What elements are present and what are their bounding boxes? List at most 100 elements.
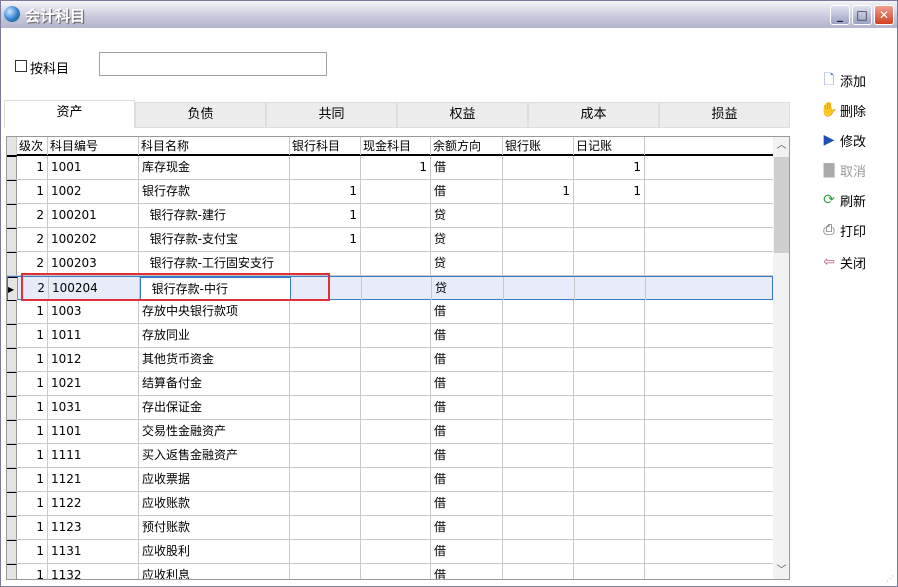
- table-row[interactable]: ▶ 2 100204 银行存款-中行贷: [7, 276, 773, 300]
- action-button-1[interactable]: ✋ 删除: [820, 99, 866, 121]
- row-indicator[interactable]: [7, 324, 17, 347]
- cell-level[interactable]: 1: [17, 540, 48, 563]
- cell-name[interactable]: 银行存款: [139, 180, 290, 203]
- cell-bank-ledger[interactable]: [503, 444, 574, 467]
- cell-balance-direction[interactable]: 贷: [431, 228, 503, 251]
- cell-bank-subject[interactable]: [290, 492, 361, 515]
- column-header-balance-direction[interactable]: 余额方向: [431, 137, 503, 155]
- cell-cash-subject[interactable]: [361, 444, 431, 467]
- cell-code[interactable]: 1001: [48, 156, 139, 179]
- cell-bank-ledger[interactable]: 1: [503, 180, 574, 203]
- cell-cash-subject[interactable]: [361, 252, 431, 275]
- action-button-0[interactable]: 🗋 添加: [820, 69, 866, 91]
- column-header-code[interactable]: 科目编号: [48, 137, 139, 155]
- cell-bank-subject[interactable]: [290, 444, 361, 467]
- tab-3[interactable]: 权益: [397, 102, 528, 128]
- cell-bank-ledger[interactable]: [503, 204, 574, 227]
- cell-balance-direction[interactable]: 借: [431, 300, 503, 323]
- cell-balance-direction[interactable]: 借: [431, 444, 503, 467]
- by-subject-label[interactable]: 按科目: [30, 62, 70, 77]
- column-header-bank-ledger[interactable]: 银行账: [503, 137, 574, 155]
- cell-journal[interactable]: 1: [574, 156, 645, 179]
- cell-balance-direction[interactable]: 借: [431, 420, 503, 443]
- cell-cash-subject[interactable]: [361, 348, 431, 371]
- cell-bank-subject[interactable]: [290, 348, 361, 371]
- cell-bank-ledger[interactable]: [503, 396, 574, 419]
- table-row[interactable]: 1 1012 其他货币资金 借: [7, 348, 773, 372]
- cell-bank-ledger[interactable]: [503, 420, 574, 443]
- cell-bank-ledger[interactable]: [503, 516, 574, 539]
- cell-bank-subject[interactable]: [290, 300, 361, 323]
- cell-bank-subject[interactable]: [290, 420, 361, 443]
- cell-name[interactable]: 存出保证金: [139, 396, 290, 419]
- cell-bank-ledger[interactable]: [503, 300, 574, 323]
- tab-2[interactable]: 共同: [266, 102, 397, 128]
- cell-code[interactable]: 1002: [48, 180, 139, 203]
- row-indicator[interactable]: [7, 156, 17, 179]
- cell-level[interactable]: 1: [17, 564, 48, 579]
- cell-code[interactable]: 100204: [49, 277, 140, 300]
- cell-bank-subject[interactable]: [290, 564, 361, 579]
- cell-level[interactable]: 1: [17, 180, 48, 203]
- cell-code[interactable]: 1101: [48, 420, 139, 443]
- row-indicator[interactable]: [7, 540, 17, 563]
- table-row[interactable]: 1 1021 结算备付金 借: [7, 372, 773, 396]
- cell-balance-direction[interactable]: 借: [431, 492, 503, 515]
- subject-filter-input[interactable]: [99, 52, 327, 76]
- tab-4[interactable]: 成本: [528, 102, 659, 128]
- table-row[interactable]: 1 1123 预付账款 借: [7, 516, 773, 540]
- cell-balance-direction[interactable]: 借: [431, 180, 503, 203]
- cell-bank-subject[interactable]: [290, 252, 361, 275]
- cell-cash-subject[interactable]: [361, 468, 431, 491]
- cell-cash-subject[interactable]: [361, 372, 431, 395]
- scroll-thumb[interactable]: [774, 157, 789, 253]
- cell-cash-subject[interactable]: [361, 396, 431, 419]
- cell-code[interactable]: 1011: [48, 324, 139, 347]
- cell-journal[interactable]: [574, 516, 645, 539]
- row-indicator[interactable]: [7, 468, 17, 491]
- cell-name[interactable]: 银行存款-支付宝: [139, 228, 290, 251]
- maximize-button[interactable]: □: [852, 5, 872, 25]
- by-subject-checkbox[interactable]: [15, 60, 27, 72]
- cell-bank-ledger[interactable]: [503, 372, 574, 395]
- action-button-3[interactable]: ▇ 取消: [820, 159, 866, 181]
- table-row[interactable]: 1 1011 存放同业 借: [7, 324, 773, 348]
- cell-cash-subject[interactable]: [361, 540, 431, 563]
- column-header-cash-subject[interactable]: 现金科目: [361, 137, 431, 155]
- cell-code[interactable]: 1031: [48, 396, 139, 419]
- row-indicator[interactable]: ▶: [8, 277, 18, 300]
- row-indicator[interactable]: [7, 492, 17, 515]
- action-button-6[interactable]: ⇦ 关闭: [820, 251, 866, 273]
- cell-code[interactable]: 1122: [48, 492, 139, 515]
- cell-bank-ledger[interactable]: [503, 564, 574, 579]
- cell-code[interactable]: 1012: [48, 348, 139, 371]
- tab-1[interactable]: 负债: [135, 102, 266, 128]
- cell-name[interactable]: 其他货币资金: [139, 348, 290, 371]
- cell-bank-subject[interactable]: [291, 277, 362, 300]
- table-row[interactable]: 2 100201 银行存款-建行 1 贷: [7, 204, 773, 228]
- cell-journal[interactable]: 1: [574, 180, 645, 203]
- cell-journal[interactable]: [574, 204, 645, 227]
- cell-level[interactable]: 1: [17, 396, 48, 419]
- cell-journal[interactable]: [574, 348, 645, 371]
- cell-bank-subject[interactable]: [290, 396, 361, 419]
- cell-journal[interactable]: [574, 228, 645, 251]
- cell-bank-ledger[interactable]: [503, 348, 574, 371]
- cell-level[interactable]: 1: [17, 372, 48, 395]
- cell-balance-direction[interactable]: 借: [431, 348, 503, 371]
- cell-journal[interactable]: [574, 300, 645, 323]
- cell-cash-subject[interactable]: [361, 324, 431, 347]
- row-indicator[interactable]: [7, 396, 17, 419]
- cell-name[interactable]: 交易性金融资产: [139, 420, 290, 443]
- cell-code[interactable]: 1123: [48, 516, 139, 539]
- cell-journal[interactable]: [574, 420, 645, 443]
- table-row[interactable]: 1 1132 应收利息 借: [7, 564, 773, 579]
- scroll-down-icon[interactable]: ﹀: [776, 565, 787, 576]
- cell-bank-subject[interactable]: 1: [290, 180, 361, 203]
- cell-level[interactable]: 2: [17, 252, 48, 275]
- cell-name[interactable]: 存放同业: [139, 324, 290, 347]
- cell-code[interactable]: 1003: [48, 300, 139, 323]
- cell-journal[interactable]: [574, 252, 645, 275]
- row-indicator[interactable]: [7, 348, 17, 371]
- column-header-name[interactable]: 科目名称: [139, 137, 290, 155]
